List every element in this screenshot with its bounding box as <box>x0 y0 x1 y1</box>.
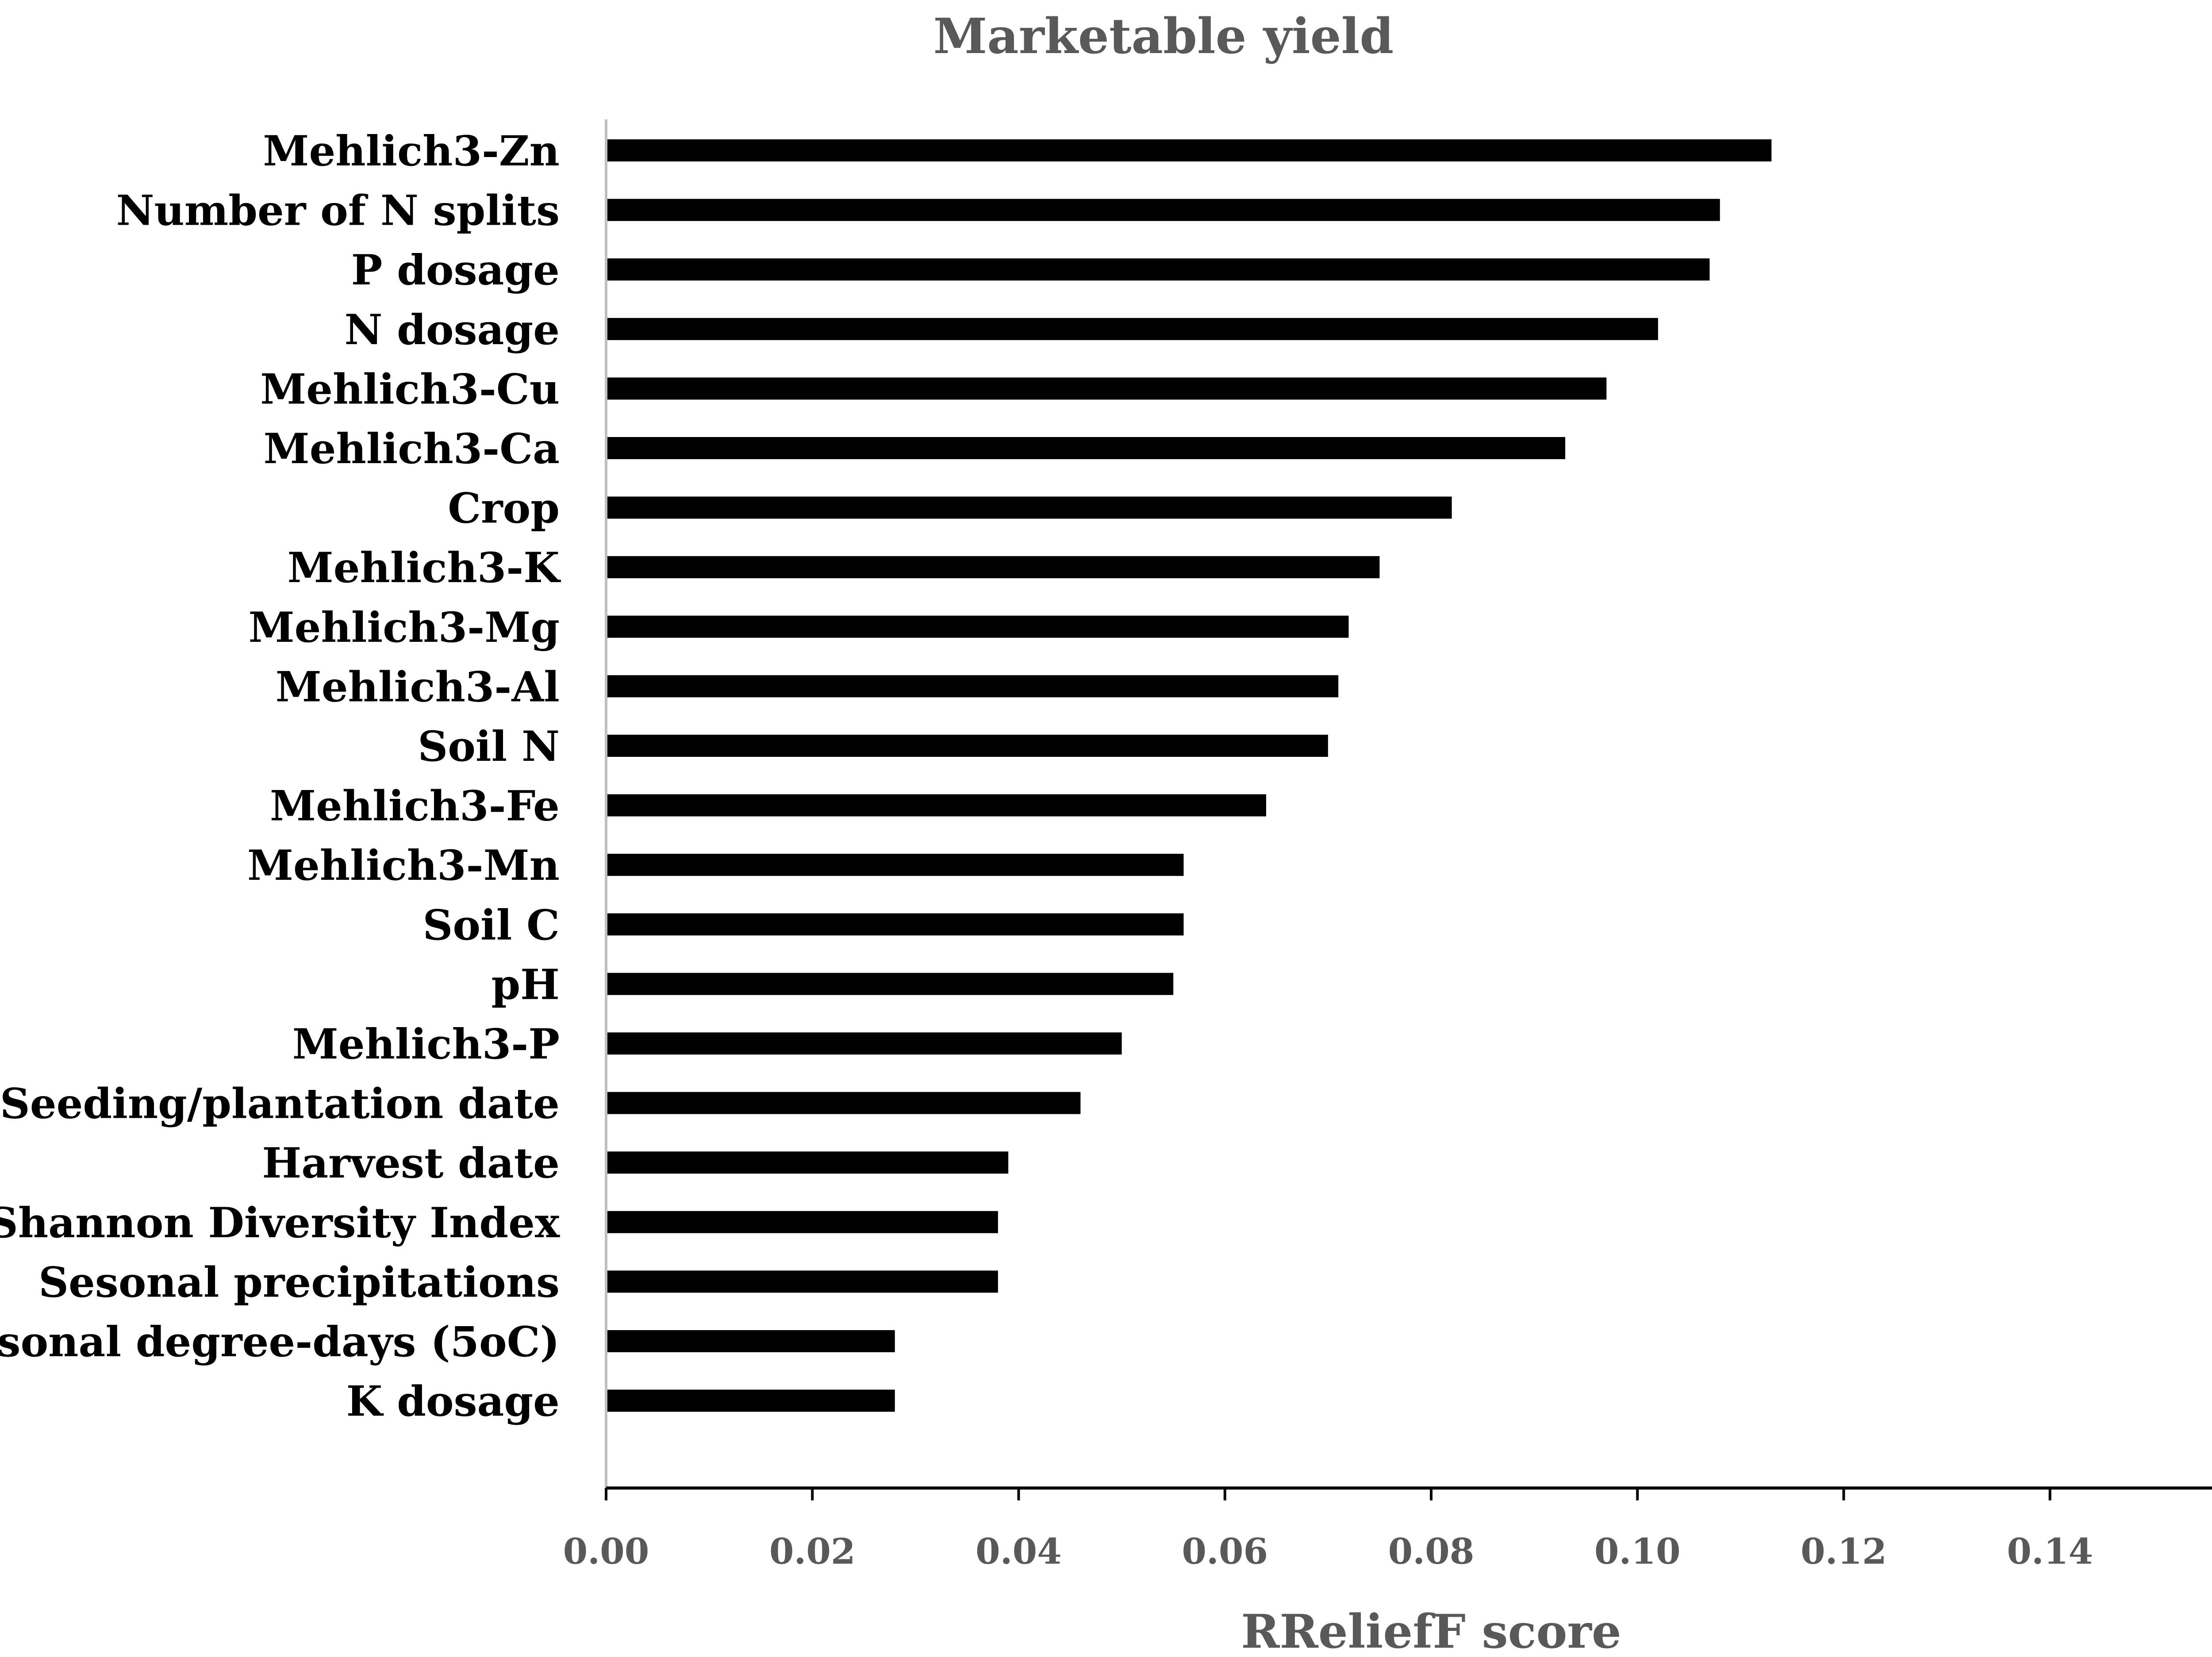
x-tick-label: 0.02 <box>769 1530 856 1572</box>
category-label: Seasonal degree-days (5oC) <box>0 1318 560 1366</box>
category-label: pH <box>491 960 560 1009</box>
category-label: Mehlich3-Zn <box>263 127 560 176</box>
bar-17 <box>607 1151 1009 1174</box>
category-label: Mehlich3-Mg <box>249 603 560 652</box>
x-tick-label: 0.08 <box>1388 1530 1475 1572</box>
bar-2 <box>607 258 1710 281</box>
bar-3 <box>607 318 1658 340</box>
category-label: Mehlich3-Ca <box>264 425 560 473</box>
category-label: N dosage <box>345 306 560 354</box>
bar-13 <box>607 913 1184 936</box>
bar-9 <box>607 675 1339 698</box>
category-label: Mehlich3-Mn <box>247 841 560 890</box>
x-axis-ticks <box>605 1488 2051 1500</box>
category-label: Mehlich3-K <box>288 544 561 592</box>
x-axis-title: RReliefF score <box>1241 1604 1621 1657</box>
bar-6 <box>607 496 1452 519</box>
bars-group <box>607 139 1772 1412</box>
bar-21 <box>607 1389 895 1412</box>
bar-8 <box>607 615 1349 638</box>
bar-12 <box>607 854 1184 876</box>
bar-16 <box>607 1092 1081 1114</box>
bar-14 <box>607 973 1174 995</box>
category-label: Mehlich3-Fe <box>270 782 560 831</box>
category-labels: Mehlich3-Zn Number of N splits P dosage N d… <box>0 127 561 1426</box>
bar-20 <box>607 1330 895 1352</box>
x-tick-label: 0.14 <box>2007 1530 2093 1572</box>
x-tick-label: 0.06 <box>1182 1530 1268 1572</box>
bar-7 <box>607 556 1380 579</box>
x-tick-label: 0.04 <box>975 1530 1062 1572</box>
category-label: Soil N <box>418 722 560 771</box>
bar-19 <box>607 1270 998 1293</box>
bar-5 <box>607 437 1566 459</box>
category-label: Soil C <box>422 901 560 950</box>
x-axis-tick-labels: 0.000.020.040.060.080.100.120.140.16 <box>563 1530 2093 1572</box>
bar-15 <box>607 1032 1122 1055</box>
category-label: K dosage <box>346 1377 560 1426</box>
bar-1 <box>607 199 1720 221</box>
bar-10 <box>607 735 1328 757</box>
x-tick-label: 0.12 <box>1801 1530 1887 1572</box>
x-tick-label: 0.10 <box>1594 1530 1681 1572</box>
category-label: Harvest date <box>262 1139 560 1188</box>
category-label: Mehlich3-Al <box>276 663 560 711</box>
category-label: Crop <box>448 484 560 533</box>
bar-18 <box>607 1211 998 1233</box>
x-tick-label: 0.00 <box>563 1530 649 1572</box>
category-label: Shannon Diversity Index <box>0 1199 560 1247</box>
category-label: Seeding/plantation date <box>0 1080 560 1128</box>
category-label: Mehlich3-Cu <box>260 365 560 414</box>
category-label: Number of N splits <box>116 187 560 235</box>
category-label: P dosage <box>351 246 560 295</box>
category-label: Mehlich3-P <box>292 1020 560 1069</box>
category-label: Sesonal precipitations <box>38 1258 560 1307</box>
bar-4 <box>607 377 1607 400</box>
bar-0 <box>607 139 1772 161</box>
chart-title: Marketable yield <box>933 8 1394 65</box>
bar-11 <box>607 794 1266 817</box>
